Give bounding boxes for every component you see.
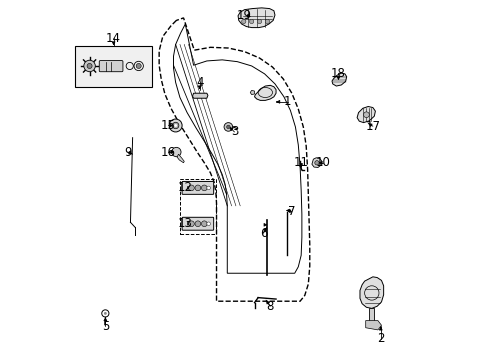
Circle shape [201,221,207,226]
Circle shape [195,221,201,226]
Circle shape [172,122,179,129]
Bar [75,45,152,87]
FancyBboxPatch shape [182,181,213,194]
Polygon shape [368,309,373,320]
Text: 13: 13 [178,217,192,230]
Text: 14: 14 [106,32,121,45]
Text: 7: 7 [287,205,295,218]
Circle shape [195,185,201,191]
Text: 3: 3 [230,125,238,139]
Text: 15: 15 [161,119,176,132]
Polygon shape [359,277,383,309]
Circle shape [171,147,181,157]
Polygon shape [311,158,321,167]
Text: 5: 5 [102,320,109,333]
Text: 17: 17 [365,120,380,133]
Circle shape [104,312,106,315]
Circle shape [224,123,232,131]
Circle shape [206,186,210,190]
Circle shape [314,161,319,165]
Polygon shape [254,85,276,100]
Polygon shape [331,73,346,86]
Polygon shape [365,320,381,330]
Text: 6: 6 [259,226,267,239]
Circle shape [241,19,245,24]
Text: 9: 9 [124,145,131,158]
Polygon shape [250,90,254,95]
Polygon shape [192,93,207,98]
Text: 18: 18 [330,67,345,80]
Polygon shape [177,154,184,163]
Text: 10: 10 [315,156,330,169]
Circle shape [206,222,210,226]
Circle shape [265,19,269,24]
Text: 11: 11 [293,156,308,169]
Circle shape [83,60,95,72]
Text: 12: 12 [178,181,192,194]
Text: 4: 4 [196,76,203,89]
Circle shape [87,63,92,68]
FancyBboxPatch shape [182,217,213,230]
Circle shape [226,125,230,129]
Text: 2: 2 [376,332,384,345]
Polygon shape [238,8,274,28]
Circle shape [188,185,194,191]
Polygon shape [356,107,375,123]
Text: 16: 16 [161,145,176,158]
Circle shape [257,19,261,24]
Circle shape [174,124,177,127]
Circle shape [201,185,207,191]
Text: 8: 8 [266,300,273,313]
Circle shape [136,63,141,68]
Text: 19: 19 [237,9,251,22]
Circle shape [249,19,253,24]
Circle shape [363,112,368,118]
Circle shape [188,221,194,226]
Circle shape [169,119,182,132]
FancyBboxPatch shape [99,60,122,72]
Text: 1: 1 [283,95,291,108]
